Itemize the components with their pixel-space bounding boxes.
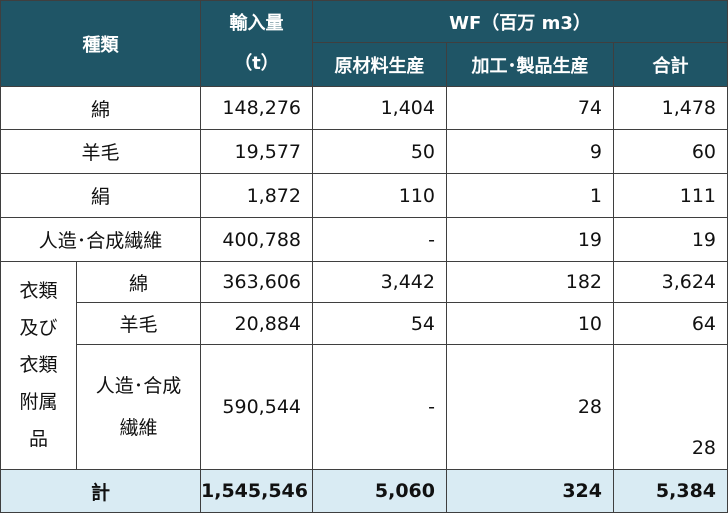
group-label-line: 衣類 [19,280,58,302]
row-import: 363,606 [200,261,313,303]
group-label-line: 品 [28,428,48,450]
row-proc: 10 [446,302,614,345]
table-row: 綿 148,276 1,404 74 1,478 [0,86,728,130]
row-total: 19 [612,217,728,262]
table-row: 羊毛 20,884 54 10 64 [1,302,728,345]
header-proc: 加工･製品生産 [446,42,614,87]
row-import: 19,577 [200,129,313,174]
table-row: 絹 1,872 110 1 111 [0,173,728,218]
row-name: 綿 [0,86,201,130]
row-name: 綿 [76,261,201,303]
row-name: 羊毛 [76,302,201,345]
row-proc: 19 [446,217,614,262]
row-import: 590,544 [200,344,313,470]
row-total: 111 [612,173,728,218]
row-import: 20,884 [200,302,313,345]
row-total: 60 [612,129,728,174]
table-row: 衣類 及び 衣類 附属 品 綿 363,606 3,442 182 3,624 [0,261,728,470]
table-row: 羊毛 19,577 50 9 60 [0,129,728,174]
row-proc: 74 [446,86,614,130]
group-label-line: 衣類 [19,354,58,376]
row-raw: - [312,217,447,262]
row-import: 1,872 [200,173,313,218]
row-import: 148,276 [200,86,313,130]
header-import: 輸入量 （t） [200,0,313,87]
row-total: 64 [612,302,728,345]
row-raw: 1,404 [312,86,447,130]
header-import-label: 輸入量 [229,12,284,34]
row-name-line: 繊維 [119,417,158,439]
table-row: 人造･合成 繊維 590,544 - 28 28 [1,344,728,470]
row-raw: 3,442 [312,261,447,303]
total-proc: 324 [446,469,614,513]
header-wf: WF（百万 m3） [311,0,728,43]
row-total: 3,624 [612,261,728,303]
row-name-line: 人造･合成 [95,375,182,397]
total-import: 1,545,546 [200,469,313,513]
header-import-unit: （t） [234,52,279,74]
header-kind: 種類 [0,0,201,87]
header-raw: 原材料生産 [312,42,447,87]
total-total: 5,384 [612,469,728,513]
row-proc: 1 [446,173,614,218]
group-label-line: 及び [19,317,58,339]
row-name: 人造･合成繊維 [0,217,201,262]
row-raw: 54 [312,302,447,345]
total-label: 計 [0,469,201,513]
row-total: 1,478 [612,86,728,130]
total-row: 計 1,545,546 5,060 324 5,384 [0,469,728,513]
row-name: 絹 [0,173,201,218]
group-label: 衣類 及び 衣類 附属 品 [0,261,77,470]
row-raw: - [312,344,447,470]
group-label-line: 附属 [19,391,58,413]
row-proc: 9 [446,129,614,174]
row-total: 28 [612,344,728,470]
row-proc: 28 [446,344,614,470]
total-raw: 5,060 [312,469,447,513]
row-name: 羊毛 [0,129,201,174]
header-total: 合計 [612,42,728,87]
row-name: 人造･合成 繊維 [76,344,201,470]
row-raw: 110 [312,173,447,218]
row-raw: 50 [312,129,447,174]
table-row: 人造･合成繊維 400,788 - 19 19 [0,217,728,262]
row-import: 400,788 [200,217,313,262]
row-proc: 182 [446,261,614,303]
